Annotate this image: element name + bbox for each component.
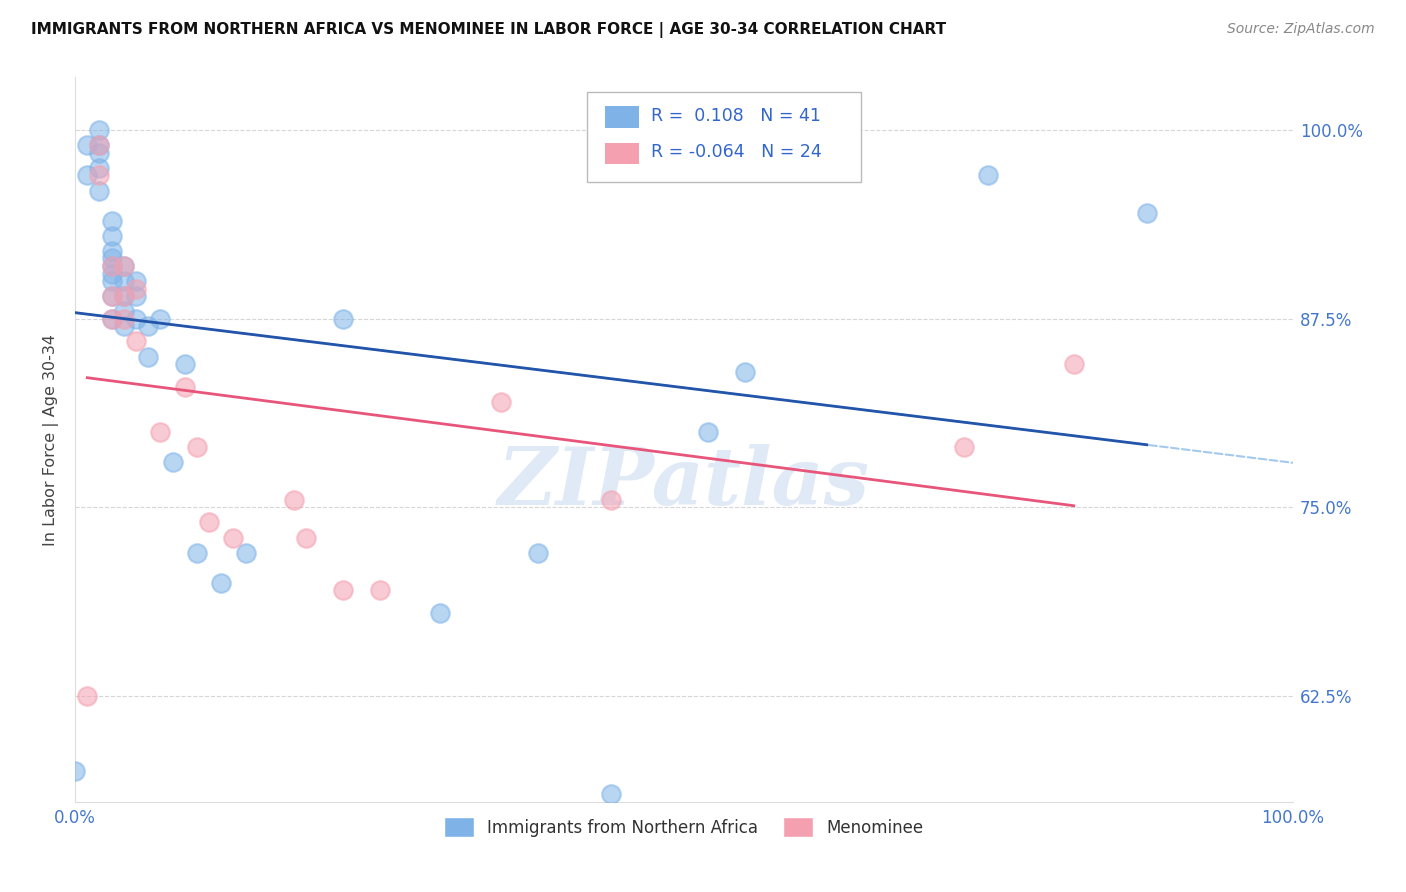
- Point: [76, 169, 98, 183]
- Point: [1063, 357, 1085, 371]
- Point: [100, 289, 122, 303]
- Point: [332, 311, 354, 326]
- Point: [100, 259, 122, 273]
- Point: [209, 575, 232, 590]
- Point: [112, 289, 135, 303]
- Point: [89, 123, 111, 137]
- Point: [100, 311, 122, 326]
- Point: [125, 334, 148, 349]
- Point: [198, 516, 221, 530]
- Text: ZIPatlas: ZIPatlas: [498, 444, 870, 522]
- Y-axis label: In Labor Force | Age 30-34: In Labor Force | Age 30-34: [44, 334, 59, 546]
- Point: [953, 440, 976, 454]
- FancyBboxPatch shape: [586, 92, 860, 183]
- Point: [89, 145, 111, 160]
- Point: [368, 583, 391, 598]
- Point: [63, 764, 86, 779]
- Point: [600, 787, 623, 801]
- Point: [186, 440, 208, 454]
- Point: [89, 161, 111, 175]
- Point: [600, 492, 623, 507]
- Point: [734, 365, 756, 379]
- Point: [100, 311, 122, 326]
- Point: [112, 274, 135, 288]
- Point: [89, 138, 111, 153]
- Point: [332, 583, 354, 598]
- Point: [136, 319, 159, 334]
- Point: [112, 289, 135, 303]
- Point: [76, 138, 98, 153]
- Point: [149, 425, 172, 439]
- Point: [125, 282, 148, 296]
- Point: [100, 274, 122, 288]
- Point: [173, 357, 195, 371]
- Point: [222, 531, 245, 545]
- Point: [429, 606, 451, 620]
- Point: [112, 304, 135, 318]
- Point: [100, 213, 122, 227]
- Text: Source: ZipAtlas.com: Source: ZipAtlas.com: [1227, 22, 1375, 37]
- Text: R =  0.108   N = 41: R = 0.108 N = 41: [651, 107, 821, 125]
- Point: [100, 259, 122, 273]
- Point: [100, 228, 122, 243]
- Point: [112, 259, 135, 273]
- Text: R = -0.064   N = 24: R = -0.064 N = 24: [651, 143, 823, 161]
- Point: [136, 350, 159, 364]
- Point: [149, 311, 172, 326]
- Point: [76, 689, 98, 703]
- Point: [235, 546, 257, 560]
- Point: [283, 492, 305, 507]
- Point: [89, 138, 111, 153]
- Text: IMMIGRANTS FROM NORTHERN AFRICA VS MENOMINEE IN LABOR FORCE | AGE 30-34 CORRELAT: IMMIGRANTS FROM NORTHERN AFRICA VS MENOM…: [31, 22, 946, 38]
- Point: [100, 252, 122, 266]
- Point: [100, 267, 122, 281]
- Point: [125, 289, 148, 303]
- Point: [173, 380, 195, 394]
- Point: [186, 546, 208, 560]
- Point: [112, 319, 135, 334]
- Point: [125, 274, 148, 288]
- Point: [527, 546, 550, 560]
- Point: [112, 259, 135, 273]
- Point: [89, 184, 111, 198]
- Point: [112, 311, 135, 326]
- FancyBboxPatch shape: [605, 143, 638, 164]
- Point: [89, 169, 111, 183]
- Legend: Immigrants from Northern Africa, Menominee: Immigrants from Northern Africa, Menomin…: [437, 810, 931, 844]
- FancyBboxPatch shape: [605, 106, 638, 128]
- Point: [100, 244, 122, 258]
- Point: [162, 455, 184, 469]
- Point: [697, 425, 720, 439]
- Point: [295, 531, 318, 545]
- Point: [977, 169, 1000, 183]
- Point: [1136, 206, 1159, 220]
- Point: [125, 311, 148, 326]
- Point: [491, 394, 513, 409]
- Point: [100, 289, 122, 303]
